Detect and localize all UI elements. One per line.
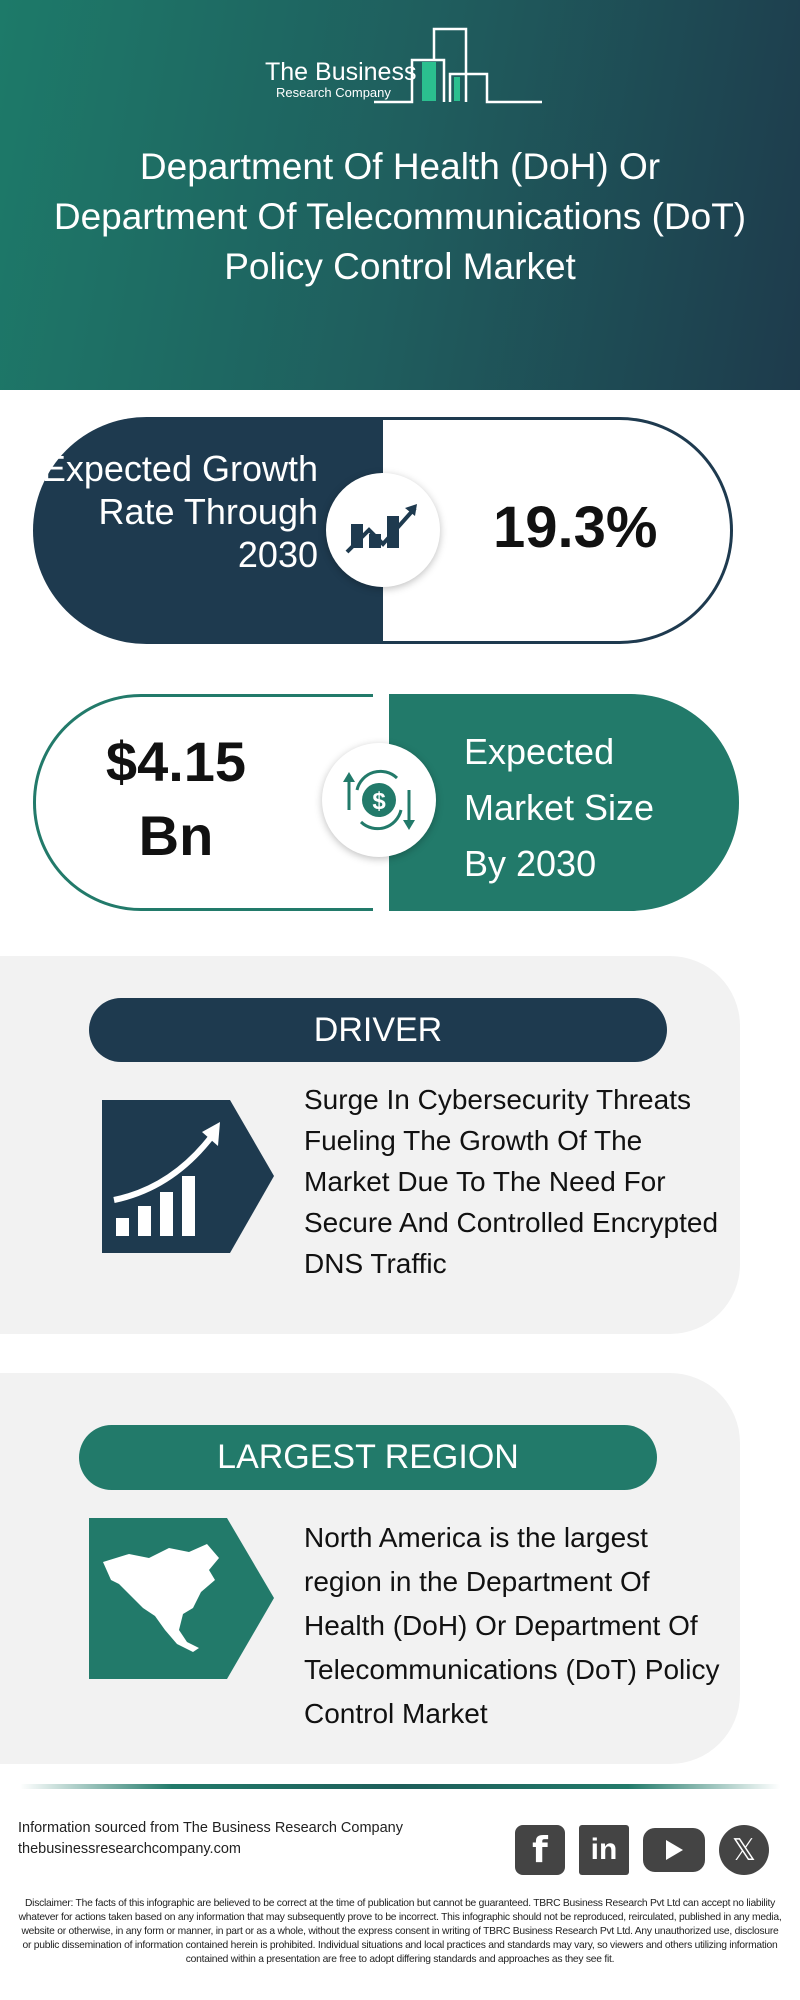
svg-text:Research Company: Research Company [276,85,391,100]
linkedin-icon[interactable]: in [579,1825,629,1875]
region-text: North America is the largest region in t… [304,1522,720,1729]
growth-value: 19.3% [493,495,658,560]
source-info: Information sourced from The Business Re… [18,1818,403,1860]
source-text: Information sourced from The Business Re… [18,1820,403,1836]
header-banner: The Business Research Company Department… [0,0,800,390]
disclaimer: Disclaimer: The facts of this infographi… [18,1898,782,1965]
x-icon[interactable]: 𝕏 [719,1825,769,1875]
company-logo: The Business Research Company [262,22,554,107]
svg-text:$: $ [372,788,386,815]
growth-chart-icon [326,473,440,587]
market-size-label-panel: Expected Market Size By 2030 [389,694,739,911]
youtube-icon[interactable] [643,1828,705,1872]
page-title: Department Of Health (DoH) Or Department… [53,146,747,287]
market-size-label: Expected Market Size By 2030 [464,731,655,884]
market-size-value-panel: $4.15 Bn [33,694,373,911]
website-link[interactable]: thebusinessresearchcompany.com [18,1841,241,1857]
growth-label: Expected Growth Rate Through 2030 [41,448,318,575]
svg-text:The Business: The Business [265,58,416,86]
facebook-icon[interactable]: f [515,1825,565,1875]
north-america-map-icon [89,1518,274,1679]
region-heading: LARGEST REGION [79,1425,657,1490]
driver-text: Surge In Cybersecurity Threats Fueling T… [304,1084,719,1279]
dollar-exchange-icon: $ [322,743,436,857]
market-size-value: $4.15 Bn [105,730,247,867]
social-links: f in 𝕏 [515,1825,769,1875]
growth-value-panel: 19.3% [383,417,733,644]
footer-divider [20,1784,780,1789]
rising-bars-icon [102,1100,274,1253]
driver-heading: DRIVER [89,998,667,1062]
